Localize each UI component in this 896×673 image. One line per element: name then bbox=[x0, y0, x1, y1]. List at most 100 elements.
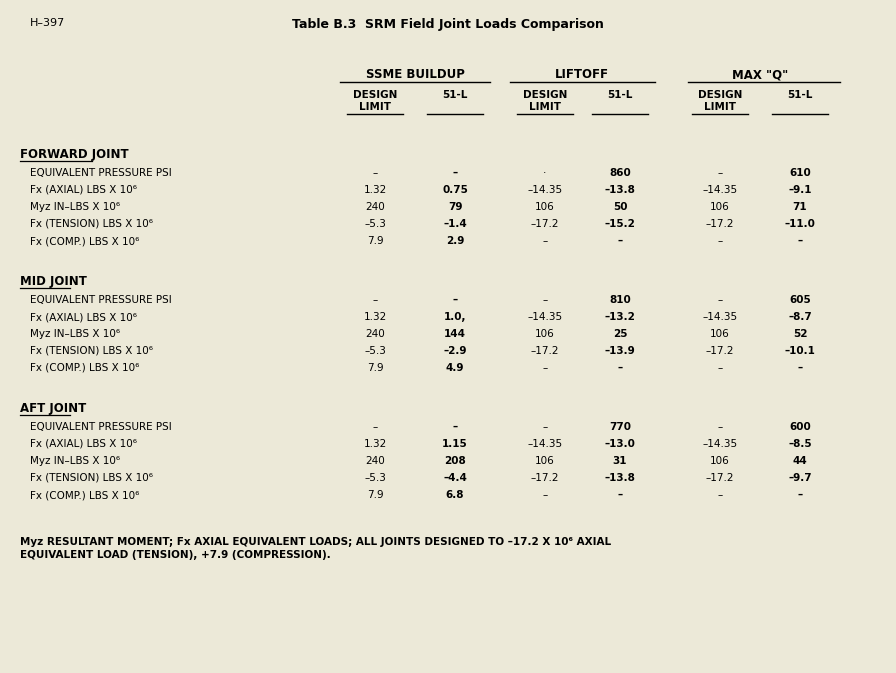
Text: –17.2: –17.2 bbox=[706, 219, 734, 229]
Text: –: – bbox=[542, 236, 547, 246]
Text: DESIGN: DESIGN bbox=[698, 90, 742, 100]
Text: –13.0: –13.0 bbox=[605, 439, 635, 449]
Text: Fx (AXIAL) LBS X 10⁶: Fx (AXIAL) LBS X 10⁶ bbox=[30, 439, 137, 449]
Text: LIMIT: LIMIT bbox=[359, 102, 391, 112]
Text: 1.15: 1.15 bbox=[442, 439, 468, 449]
Text: SSME BUILDUP: SSME BUILDUP bbox=[366, 68, 464, 81]
Text: EQUIVALENT LOAD (TENSION), +7.9 (COMPRESSION).: EQUIVALENT LOAD (TENSION), +7.9 (COMPRES… bbox=[20, 550, 331, 560]
Text: Myz IN–LBS X 10⁶: Myz IN–LBS X 10⁶ bbox=[30, 329, 120, 339]
Text: –14.35: –14.35 bbox=[702, 312, 737, 322]
Text: 6.8: 6.8 bbox=[445, 490, 464, 500]
Text: 600: 600 bbox=[789, 422, 811, 432]
Text: –: – bbox=[797, 236, 803, 246]
Text: –: – bbox=[797, 490, 803, 500]
Text: –10.1: –10.1 bbox=[785, 346, 815, 356]
Text: DESIGN: DESIGN bbox=[353, 90, 397, 100]
Text: –13.8: –13.8 bbox=[605, 185, 635, 195]
Text: –: – bbox=[797, 363, 803, 373]
Text: –: – bbox=[542, 363, 547, 373]
Text: H–397: H–397 bbox=[30, 18, 65, 28]
Text: –: – bbox=[718, 363, 723, 373]
Text: –: – bbox=[718, 295, 723, 305]
Text: –: – bbox=[718, 168, 723, 178]
Text: EQUIVALENT PRESSURE PSI: EQUIVALENT PRESSURE PSI bbox=[30, 422, 172, 432]
Text: –13.8: –13.8 bbox=[605, 473, 635, 483]
Text: 106: 106 bbox=[711, 456, 730, 466]
Text: 860: 860 bbox=[609, 168, 631, 178]
Text: –5.3: –5.3 bbox=[364, 219, 386, 229]
Text: 106: 106 bbox=[535, 329, 555, 339]
Text: DESIGN: DESIGN bbox=[522, 90, 567, 100]
Text: 52: 52 bbox=[793, 329, 807, 339]
Text: 208: 208 bbox=[444, 456, 466, 466]
Text: –17.2: –17.2 bbox=[530, 346, 559, 356]
Text: 51-L: 51-L bbox=[443, 90, 468, 100]
Text: 810: 810 bbox=[609, 295, 631, 305]
Text: Fx (TENSION) LBS X 10⁶: Fx (TENSION) LBS X 10⁶ bbox=[30, 219, 153, 229]
Text: 106: 106 bbox=[711, 202, 730, 212]
Text: 50: 50 bbox=[613, 202, 627, 212]
Text: LIMIT: LIMIT bbox=[704, 102, 736, 112]
Text: –: – bbox=[542, 490, 547, 500]
Text: –11.0: –11.0 bbox=[785, 219, 815, 229]
Text: 1.32: 1.32 bbox=[364, 312, 387, 322]
Text: 7.9: 7.9 bbox=[366, 490, 383, 500]
Text: 770: 770 bbox=[609, 422, 631, 432]
Text: 240: 240 bbox=[366, 202, 385, 212]
Text: Myz RESULTANT MOMENT; Fx AXIAL EQUIVALENT LOADS; ALL JOINTS DESIGNED TO –17.2 X : Myz RESULTANT MOMENT; Fx AXIAL EQUIVALEN… bbox=[20, 537, 611, 547]
Text: Table B.3  SRM Field Joint Loads Comparison: Table B.3 SRM Field Joint Loads Comparis… bbox=[292, 18, 604, 31]
Text: LIFTOFF: LIFTOFF bbox=[555, 68, 609, 81]
Text: –: – bbox=[373, 422, 377, 432]
Text: 7.9: 7.9 bbox=[366, 363, 383, 373]
Text: –9.1: –9.1 bbox=[788, 185, 812, 195]
Text: Fx (TENSION) LBS X 10⁶: Fx (TENSION) LBS X 10⁶ bbox=[30, 473, 153, 483]
Text: AFT JOINT: AFT JOINT bbox=[20, 402, 86, 415]
Text: –: – bbox=[617, 363, 623, 373]
Text: –: – bbox=[452, 295, 458, 305]
Text: –1.4: –1.4 bbox=[444, 219, 467, 229]
Text: –8.5: –8.5 bbox=[788, 439, 812, 449]
Text: 51-L: 51-L bbox=[607, 90, 633, 100]
Text: –14.35: –14.35 bbox=[702, 185, 737, 195]
Text: 71: 71 bbox=[793, 202, 807, 212]
Text: –14.35: –14.35 bbox=[528, 439, 563, 449]
Text: 240: 240 bbox=[366, 329, 385, 339]
Text: 7.9: 7.9 bbox=[366, 236, 383, 246]
Text: –17.2: –17.2 bbox=[530, 219, 559, 229]
Text: 610: 610 bbox=[789, 168, 811, 178]
Text: –: – bbox=[542, 422, 547, 432]
Text: –: – bbox=[542, 295, 547, 305]
Text: –14.35: –14.35 bbox=[528, 312, 563, 322]
Text: 79: 79 bbox=[448, 202, 462, 212]
Text: –: – bbox=[452, 168, 458, 178]
Text: –17.2: –17.2 bbox=[706, 473, 734, 483]
Text: –5.3: –5.3 bbox=[364, 473, 386, 483]
Text: Fx (TENSION) LBS X 10⁶: Fx (TENSION) LBS X 10⁶ bbox=[30, 346, 153, 356]
Text: –: – bbox=[718, 422, 723, 432]
Text: 1.0,: 1.0, bbox=[444, 312, 466, 322]
Text: –5.3: –5.3 bbox=[364, 346, 386, 356]
Text: –2.9: –2.9 bbox=[444, 346, 467, 356]
Text: –13.2: –13.2 bbox=[605, 312, 635, 322]
Text: –9.7: –9.7 bbox=[788, 473, 812, 483]
Text: 106: 106 bbox=[711, 329, 730, 339]
Text: 144: 144 bbox=[444, 329, 466, 339]
Text: ·: · bbox=[543, 168, 547, 178]
Text: –15.2: –15.2 bbox=[605, 219, 635, 229]
Text: –: – bbox=[617, 236, 623, 246]
Text: FORWARD JOINT: FORWARD JOINT bbox=[20, 148, 129, 161]
Text: Myz IN–LBS X 10⁶: Myz IN–LBS X 10⁶ bbox=[30, 202, 120, 212]
Text: Myz IN–LBS X 10⁶: Myz IN–LBS X 10⁶ bbox=[30, 456, 120, 466]
Text: 31: 31 bbox=[613, 456, 627, 466]
Text: 106: 106 bbox=[535, 202, 555, 212]
Text: Fx (COMP.) LBS X 10⁶: Fx (COMP.) LBS X 10⁶ bbox=[30, 490, 140, 500]
Text: –: – bbox=[617, 490, 623, 500]
Text: MID JOINT: MID JOINT bbox=[20, 275, 87, 288]
Text: 1.32: 1.32 bbox=[364, 439, 387, 449]
Text: 2.9: 2.9 bbox=[446, 236, 464, 246]
Text: –17.2: –17.2 bbox=[706, 346, 734, 356]
Text: 44: 44 bbox=[793, 456, 807, 466]
Text: 106: 106 bbox=[535, 456, 555, 466]
Text: Fx (AXIAL) LBS X 10⁶: Fx (AXIAL) LBS X 10⁶ bbox=[30, 185, 137, 195]
Text: –8.7: –8.7 bbox=[788, 312, 812, 322]
